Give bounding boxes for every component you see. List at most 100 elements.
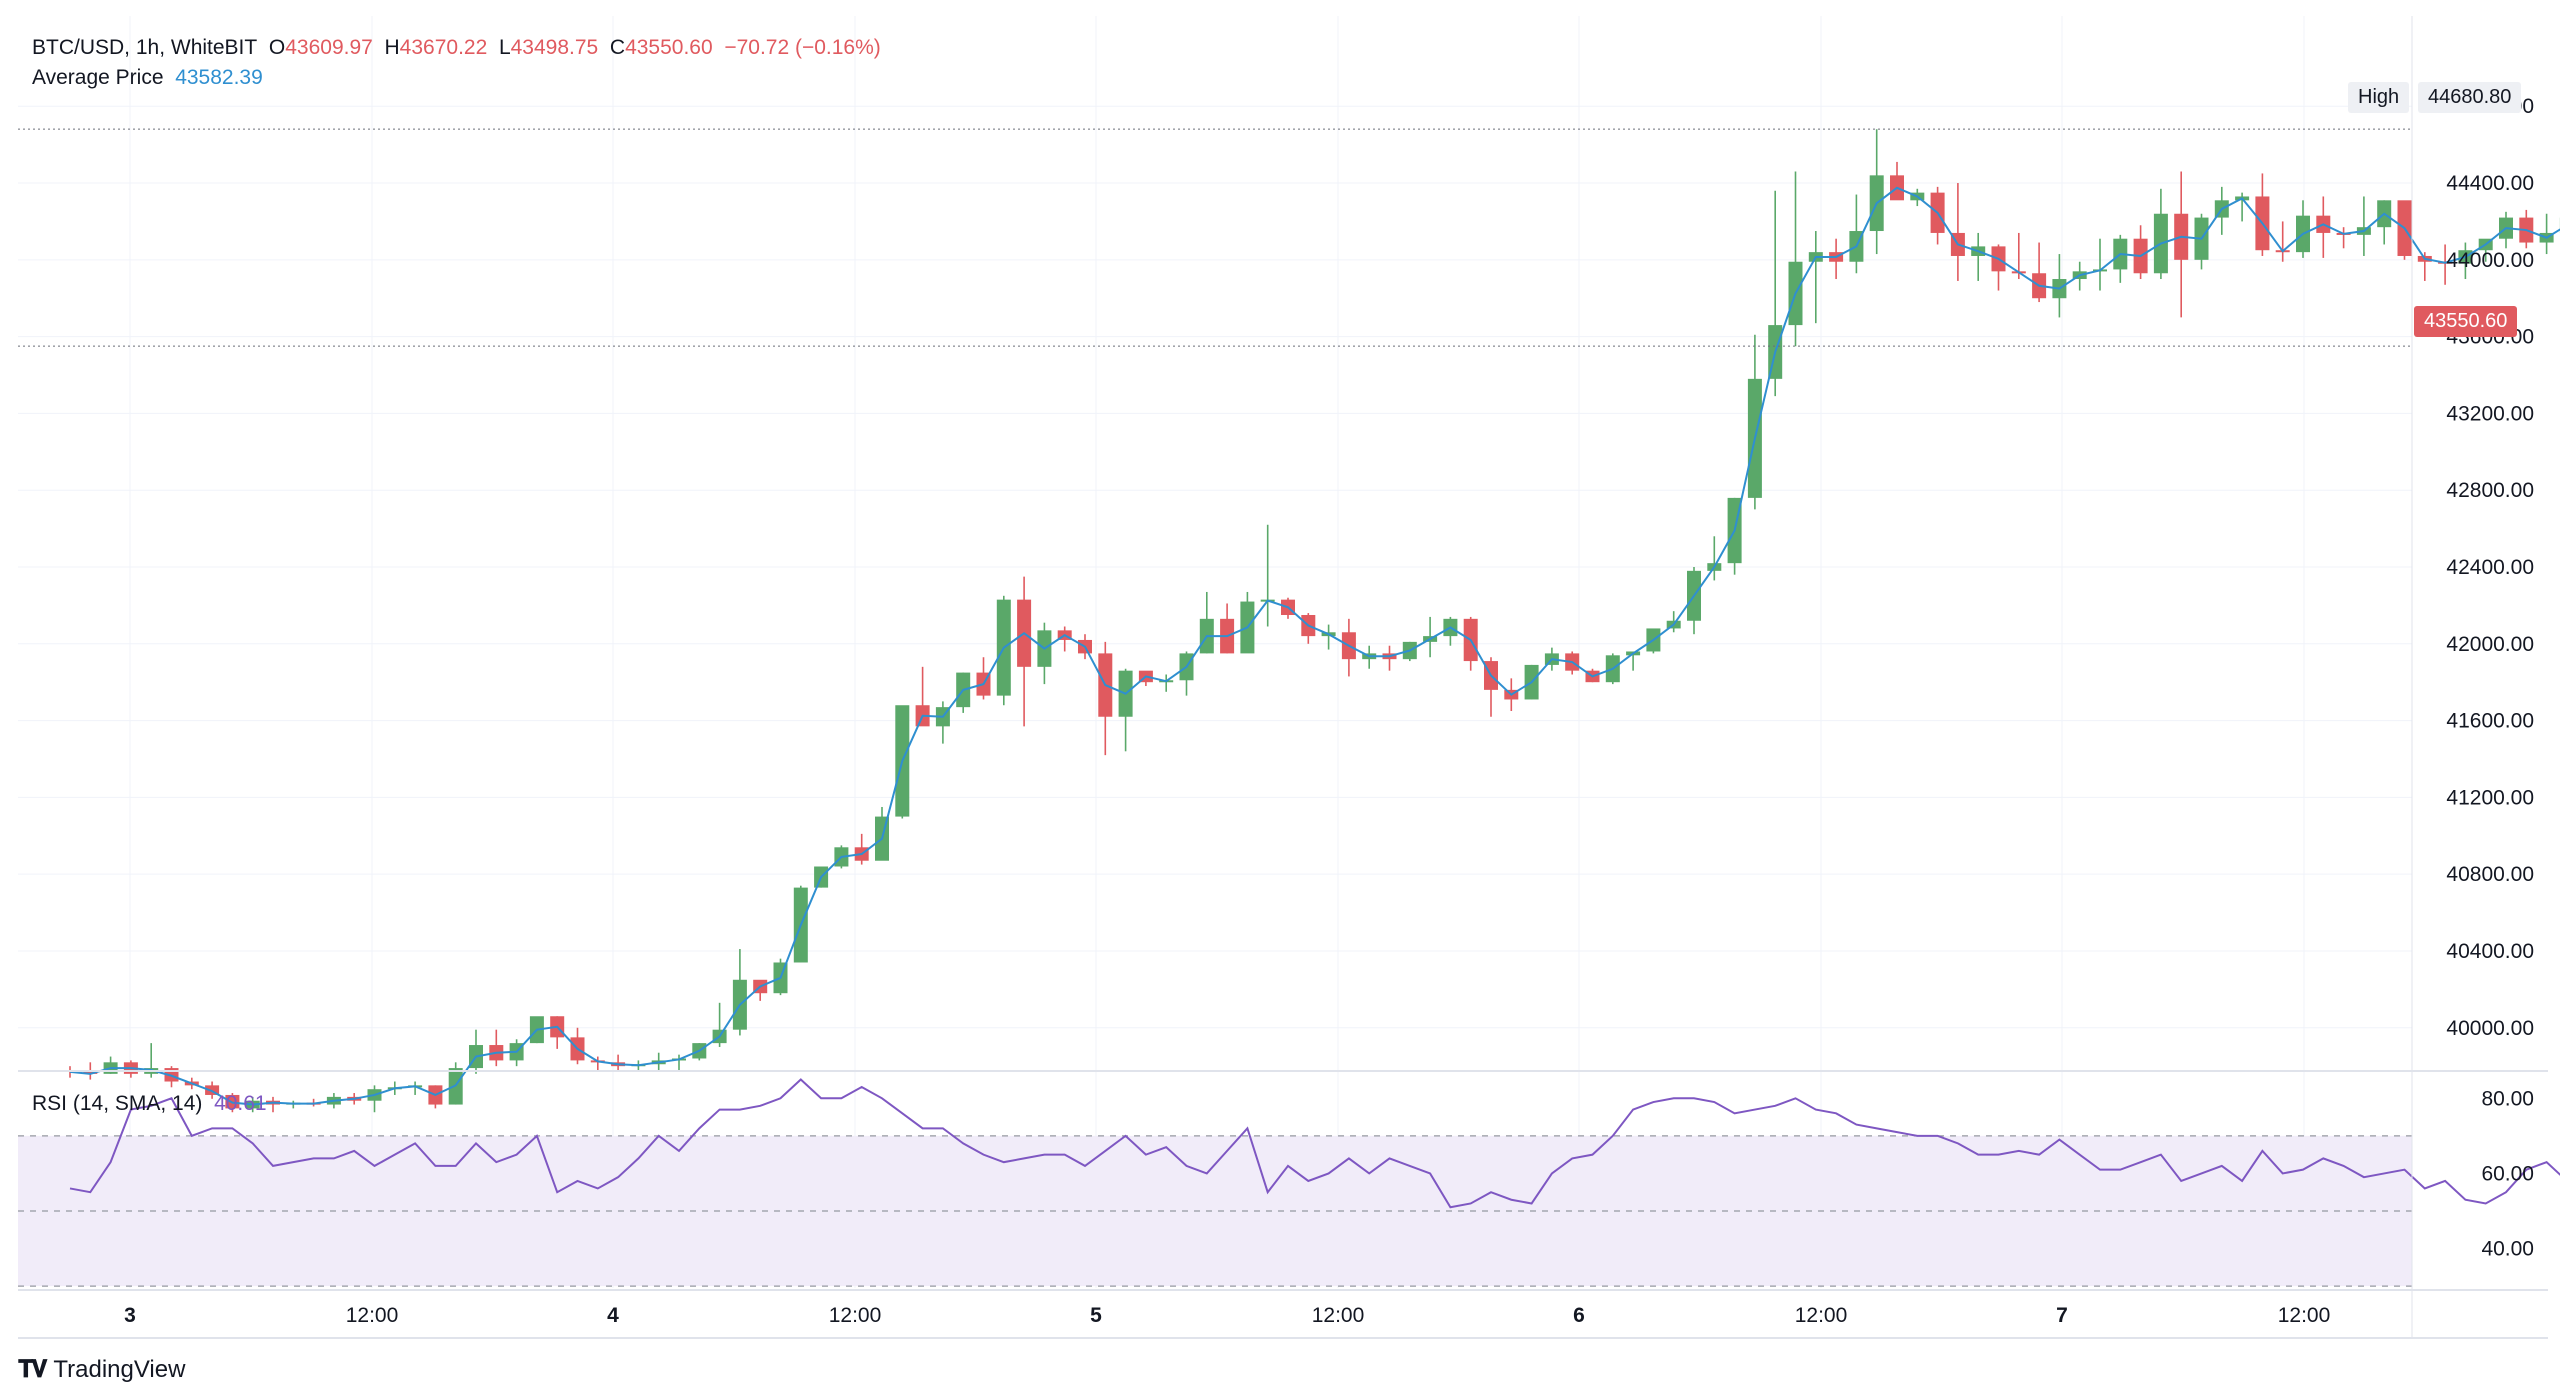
rsi-polyline	[69, 1078, 2560, 1209]
price-tick-label: 40400.00	[2446, 940, 2534, 963]
candle	[1463, 616, 1478, 671]
price-tick-label: 40000.00	[2446, 1017, 2534, 1040]
candle	[1829, 238, 1844, 280]
candle	[1017, 576, 1032, 727]
price-tick-label: 43200.00	[2446, 402, 2534, 425]
candle	[570, 1027, 585, 1065]
price-tick-label: 44000.00	[2446, 249, 2534, 272]
time-tick-label: 12:00	[829, 1304, 882, 1327]
candle	[1037, 622, 1052, 685]
candle	[956, 672, 971, 713]
candle	[1971, 232, 1986, 281]
candle	[448, 1062, 463, 1105]
price-tick-label: 41200.00	[2446, 786, 2534, 809]
candle	[2417, 252, 2432, 281]
price-tick-label: 40800.00	[2446, 863, 2534, 886]
open-label: O	[268, 36, 286, 59]
time-tick-label: 12:00	[1795, 1304, 1848, 1327]
time-tick-label: 7	[2056, 1304, 2068, 1327]
rsi-band	[18, 1135, 2412, 1287]
candle	[1260, 524, 1275, 627]
candle	[875, 806, 889, 861]
candle	[1788, 171, 1803, 347]
candle	[1930, 186, 1945, 245]
candle	[367, 1085, 382, 1113]
price-tick-label: 42800.00	[2446, 479, 2534, 502]
candle	[2194, 213, 2209, 270]
low-label: L	[498, 36, 511, 59]
time-tick-label: 5	[1090, 1304, 1102, 1327]
candle	[996, 595, 1011, 706]
candle	[2397, 200, 2412, 260]
change-value: −70.72 (−0.16%)	[724, 36, 881, 59]
candle	[2377, 200, 2392, 245]
time-tick-label: 12:00	[2278, 1304, 2331, 1327]
rsi-tick-label: 40.00	[2481, 1238, 2534, 1261]
time-tick-label: 12:00	[346, 1304, 399, 1327]
candle	[1747, 334, 1762, 510]
average-price-legend: Average Price 43582.39	[32, 66, 263, 90]
candle	[1220, 603, 1235, 654]
candle	[144, 1043, 159, 1078]
grid	[18, 16, 2412, 1288]
rsi-legend: RSI (14, SMA, 14) 40.61	[32, 1092, 267, 1116]
rsi-line	[69, 1078, 2560, 1209]
high-value: 43670.22	[399, 36, 488, 59]
candle	[2093, 238, 2107, 291]
candle	[1118, 668, 1133, 752]
rsi-tick-label: 60.00	[2481, 1162, 2534, 1185]
average-price-polyline	[69, 186, 2560, 1106]
candle	[1768, 190, 1783, 397]
tradingview-logo[interactable]: 𝐓𝐕 TradingView	[18, 1356, 185, 1384]
candle	[1950, 183, 1965, 281]
tradingview-logo-icon: 𝐓𝐕	[18, 1356, 47, 1383]
last-price-tag: 43550.60	[2414, 306, 2518, 337]
high-marker-label: High	[2348, 82, 2410, 113]
candle	[2499, 211, 2513, 249]
candle	[2255, 173, 2270, 256]
high-label: H	[384, 36, 400, 59]
candle	[1382, 645, 1397, 671]
tradingview-logo-text: TradingView	[53, 1356, 186, 1383]
average-price-line	[69, 186, 2560, 1106]
candle	[1890, 161, 1904, 201]
rsi-label: RSI (14, SMA, 14)	[32, 1092, 203, 1115]
time-tick-label: 6	[1573, 1304, 1585, 1327]
candle	[428, 1085, 443, 1109]
price-tick-label: 42000.00	[2446, 633, 2534, 656]
candle	[2275, 221, 2290, 262]
close-label: C	[609, 36, 626, 59]
price-tick-label: 41600.00	[2446, 710, 2534, 733]
ohlc-legend: BTC/USD, 1h, WhiteBIT O43609.97 H43670.2…	[32, 36, 881, 60]
candle	[976, 657, 991, 700]
price-tick-label: 44400.00	[2446, 172, 2534, 195]
average-price-value: 43582.39	[175, 66, 263, 89]
price-tick-label: 42400.00	[2446, 556, 2534, 579]
candles	[63, 129, 2560, 1113]
candle	[1098, 641, 1113, 756]
tick-labels: 44800.0044400.0044000.0043600.0043200.00…	[124, 95, 2534, 1327]
candle	[935, 701, 950, 744]
time-tick-label: 4	[607, 1304, 619, 1327]
axes	[18, 16, 2548, 1339]
candle	[2032, 242, 2047, 303]
candle	[1240, 591, 1255, 654]
candle	[469, 1029, 483, 1074]
time-tick-label: 12:00	[1312, 1304, 1365, 1327]
candle	[732, 949, 747, 1036]
rsi-band-fill	[18, 1135, 2412, 1287]
candle	[2153, 188, 2168, 280]
rsi-tick-label: 80.00	[2481, 1087, 2534, 1110]
open-value: 43609.97	[285, 36, 373, 59]
candle	[2174, 171, 2189, 318]
rsi-value: 40.61	[214, 1092, 267, 1115]
candle	[2235, 192, 2250, 222]
candle	[489, 1029, 504, 1067]
high-marker-value: 44680.80	[2418, 82, 2522, 113]
candle	[2214, 186, 2229, 235]
close-value: 43550.60	[625, 36, 713, 59]
candle	[2336, 227, 2351, 249]
average-price-label: Average Price	[32, 66, 164, 89]
